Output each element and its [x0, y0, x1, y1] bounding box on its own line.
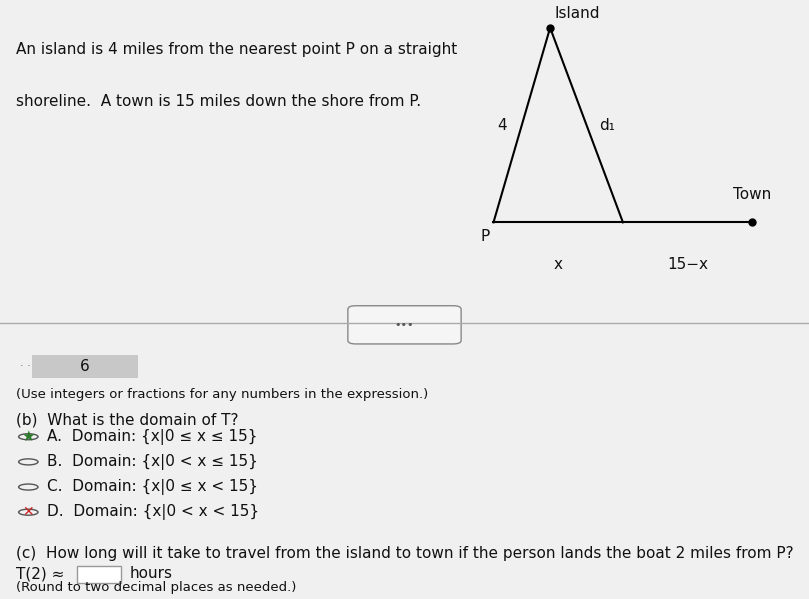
Text: C.  Domain: {x|0 ≤ x < 15}: C. Domain: {x|0 ≤ x < 15} [47, 479, 258, 495]
Text: Town: Town [733, 186, 772, 201]
Text: 15−x: 15−x [667, 257, 708, 272]
Text: T(2) ≈: T(2) ≈ [16, 566, 65, 582]
Text: hours: hours [129, 566, 172, 582]
Text: shoreline.  A town is 15 miles down the shore from P.: shoreline. A town is 15 miles down the s… [16, 94, 421, 109]
Text: An island is 4 miles from the nearest point P on a straight: An island is 4 miles from the nearest po… [16, 42, 457, 57]
FancyBboxPatch shape [348, 305, 461, 344]
Text: Island: Island [554, 6, 599, 21]
Text: x: x [553, 257, 563, 272]
Text: A.  Domain: {x|0 ≤ x ≤ 15}: A. Domain: {x|0 ≤ x ≤ 15} [47, 429, 257, 444]
Text: (b)  What is the domain of T?: (b) What is the domain of T? [16, 413, 239, 428]
Text: 6: 6 [80, 359, 90, 374]
Text: 4: 4 [497, 117, 506, 132]
Text: (Use integers or fractions for any numbers in the expression.): (Use integers or fractions for any numbe… [16, 388, 429, 401]
Text: · ·: · · [20, 361, 31, 371]
Text: ✕: ✕ [23, 505, 34, 519]
Text: (c)  How long will it take to travel from the island to town if the person lands: (c) How long will it take to travel from… [16, 546, 794, 561]
FancyBboxPatch shape [32, 355, 138, 377]
Text: (Round to two decimal places as needed.): (Round to two decimal places as needed.) [16, 581, 297, 594]
Text: B.  Domain: {x|0 < x ≤ 15}: B. Domain: {x|0 < x ≤ 15} [47, 454, 258, 470]
Text: •••: ••• [395, 320, 414, 330]
Text: P: P [481, 229, 489, 244]
Text: ★: ★ [22, 429, 35, 444]
Text: D.  Domain: {x|0 < x < 15}: D. Domain: {x|0 < x < 15} [47, 504, 259, 520]
Text: d₁: d₁ [599, 117, 615, 132]
FancyBboxPatch shape [77, 566, 121, 583]
